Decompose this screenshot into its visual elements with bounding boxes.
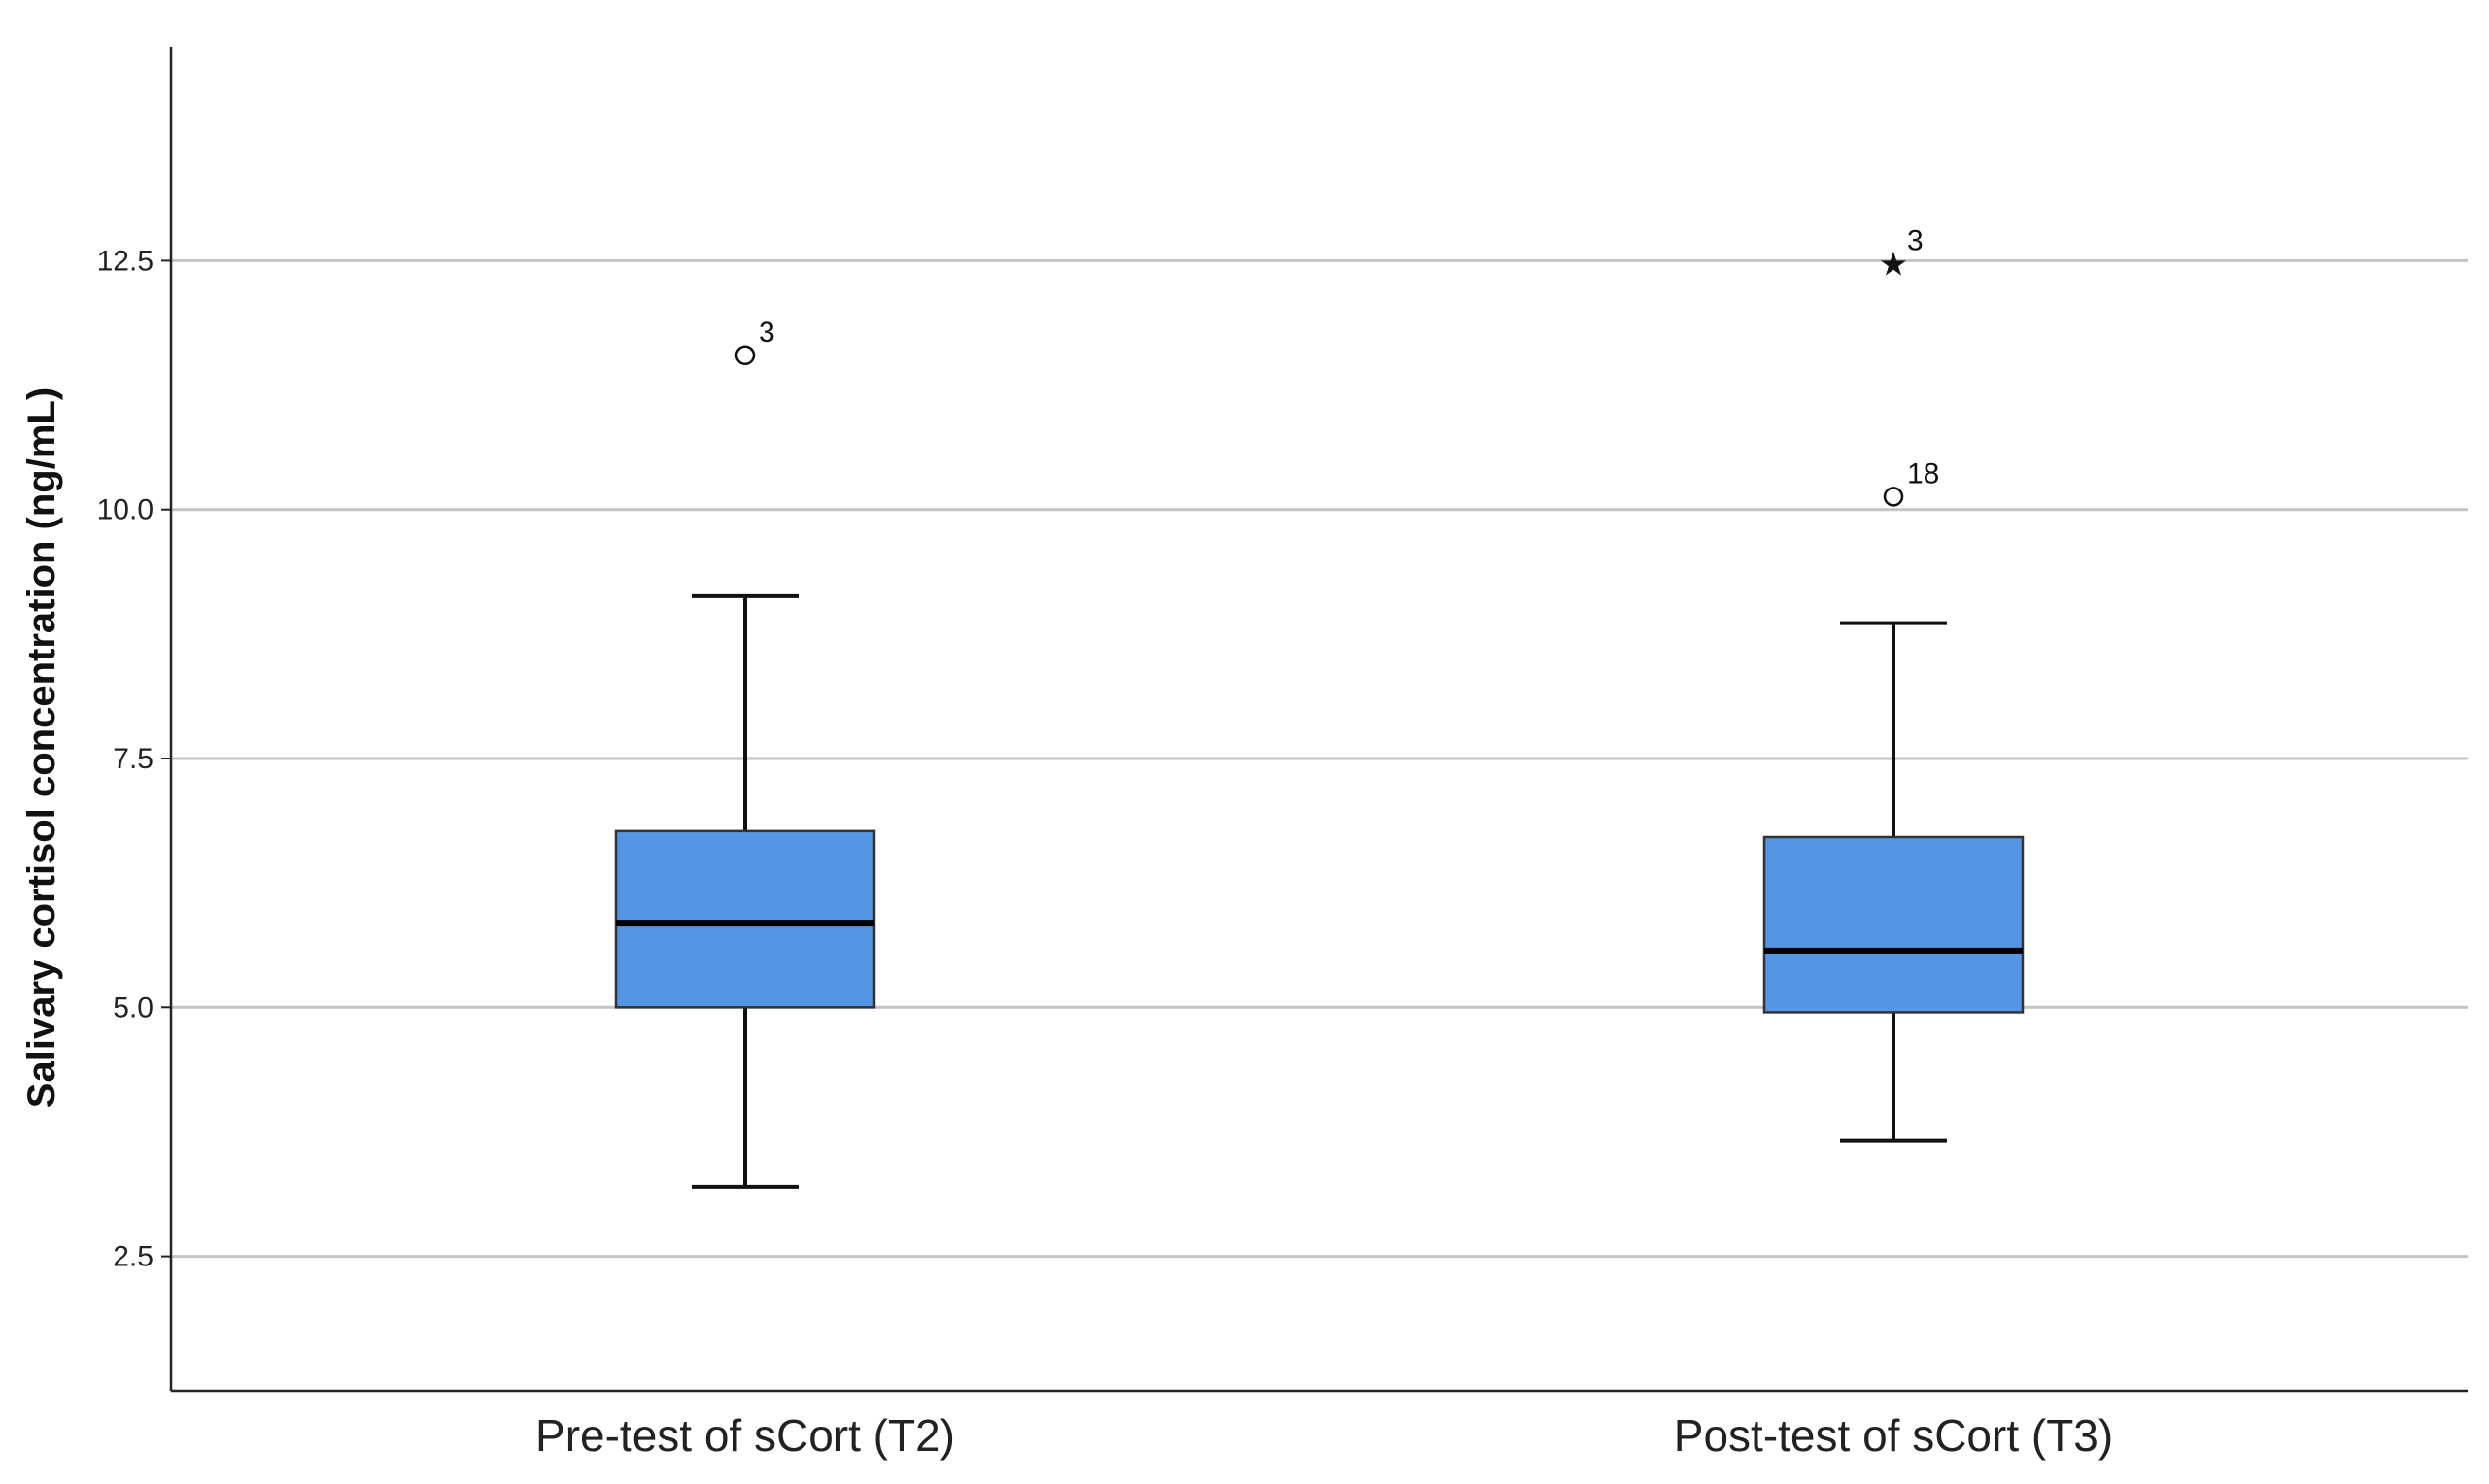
x-category-label: Pre-test of sCort (T2) <box>535 1410 955 1461</box>
outlier-label: 18 <box>1907 457 1939 489</box>
box-iqr <box>614 829 876 1009</box>
y-axis-title: Salivary cortisol concentration (ng/mL) <box>20 388 63 1108</box>
box-group: 3 <box>614 317 876 1189</box>
y-tick-label: 10.0 <box>97 494 153 526</box>
gridlines <box>171 258 2468 1259</box>
y-tick-label: 7.5 <box>113 743 153 775</box>
y-tick-label: 12.5 <box>97 245 153 277</box>
y-tick-label: 2.5 <box>113 1241 153 1273</box>
x-category-labels: Pre-test of sCort (T2) Post-test of sCort… <box>535 1410 2113 1461</box>
box-iqr <box>1762 835 2025 1014</box>
y-tick-labels: 2.5 5.0 7.5 10.0 12.5 <box>97 245 171 1273</box>
extreme-outlier-star: ★ <box>1879 245 1908 284</box>
outlier-label: 3 <box>759 317 775 349</box>
outlier-circle <box>734 345 756 366</box>
box-series: 318★3 <box>614 224 2025 1189</box>
axes <box>169 47 2468 1393</box>
x-category-label: Post-test of sCort (T3) <box>1674 1410 2113 1461</box>
outlier-label: 3 <box>1907 224 1924 256</box>
outlier-circle <box>1883 487 1904 507</box>
y-tick-label: 5.0 <box>113 992 153 1024</box>
box-group: 18 ★3 <box>1762 224 2025 1143</box>
